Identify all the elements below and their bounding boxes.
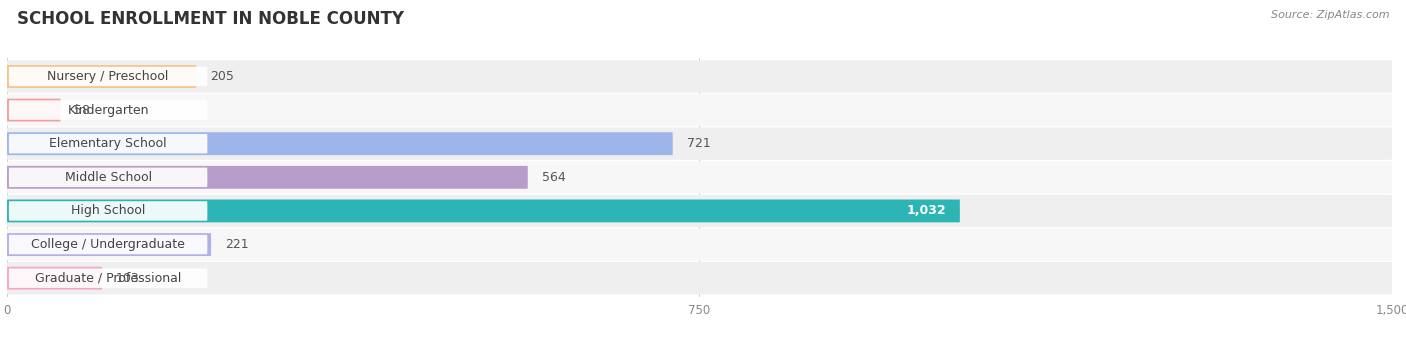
- Text: SCHOOL ENROLLMENT IN NOBLE COUNTY: SCHOOL ENROLLMENT IN NOBLE COUNTY: [17, 10, 404, 28]
- FancyBboxPatch shape: [7, 267, 103, 290]
- Text: Graduate / Professional: Graduate / Professional: [35, 272, 181, 285]
- Text: 564: 564: [541, 171, 565, 184]
- Text: Nursery / Preschool: Nursery / Preschool: [48, 70, 169, 83]
- Text: 103: 103: [115, 272, 139, 285]
- FancyBboxPatch shape: [7, 94, 1392, 126]
- FancyBboxPatch shape: [7, 233, 211, 256]
- FancyBboxPatch shape: [8, 201, 207, 221]
- Text: College / Undergraduate: College / Undergraduate: [31, 238, 186, 251]
- FancyBboxPatch shape: [8, 134, 207, 153]
- FancyBboxPatch shape: [8, 235, 207, 254]
- Text: 205: 205: [209, 70, 233, 83]
- FancyBboxPatch shape: [7, 228, 1392, 261]
- FancyBboxPatch shape: [7, 262, 1392, 294]
- FancyBboxPatch shape: [7, 65, 197, 88]
- FancyBboxPatch shape: [7, 166, 527, 189]
- Text: Source: ZipAtlas.com: Source: ZipAtlas.com: [1271, 10, 1389, 20]
- Text: Elementary School: Elementary School: [49, 137, 167, 150]
- FancyBboxPatch shape: [8, 67, 207, 86]
- Text: Middle School: Middle School: [65, 171, 152, 184]
- Text: 221: 221: [225, 238, 249, 251]
- FancyBboxPatch shape: [7, 60, 1392, 93]
- Text: Kindergarten: Kindergarten: [67, 104, 149, 117]
- FancyBboxPatch shape: [7, 161, 1392, 193]
- FancyBboxPatch shape: [7, 99, 60, 121]
- FancyBboxPatch shape: [8, 100, 207, 120]
- FancyBboxPatch shape: [7, 132, 672, 155]
- Text: 58: 58: [75, 104, 90, 117]
- FancyBboxPatch shape: [8, 268, 207, 288]
- FancyBboxPatch shape: [7, 128, 1392, 160]
- Text: 1,032: 1,032: [907, 205, 946, 218]
- Text: High School: High School: [70, 205, 145, 218]
- Text: 721: 721: [686, 137, 710, 150]
- FancyBboxPatch shape: [8, 168, 207, 187]
- FancyBboxPatch shape: [7, 195, 1392, 227]
- FancyBboxPatch shape: [7, 199, 960, 222]
